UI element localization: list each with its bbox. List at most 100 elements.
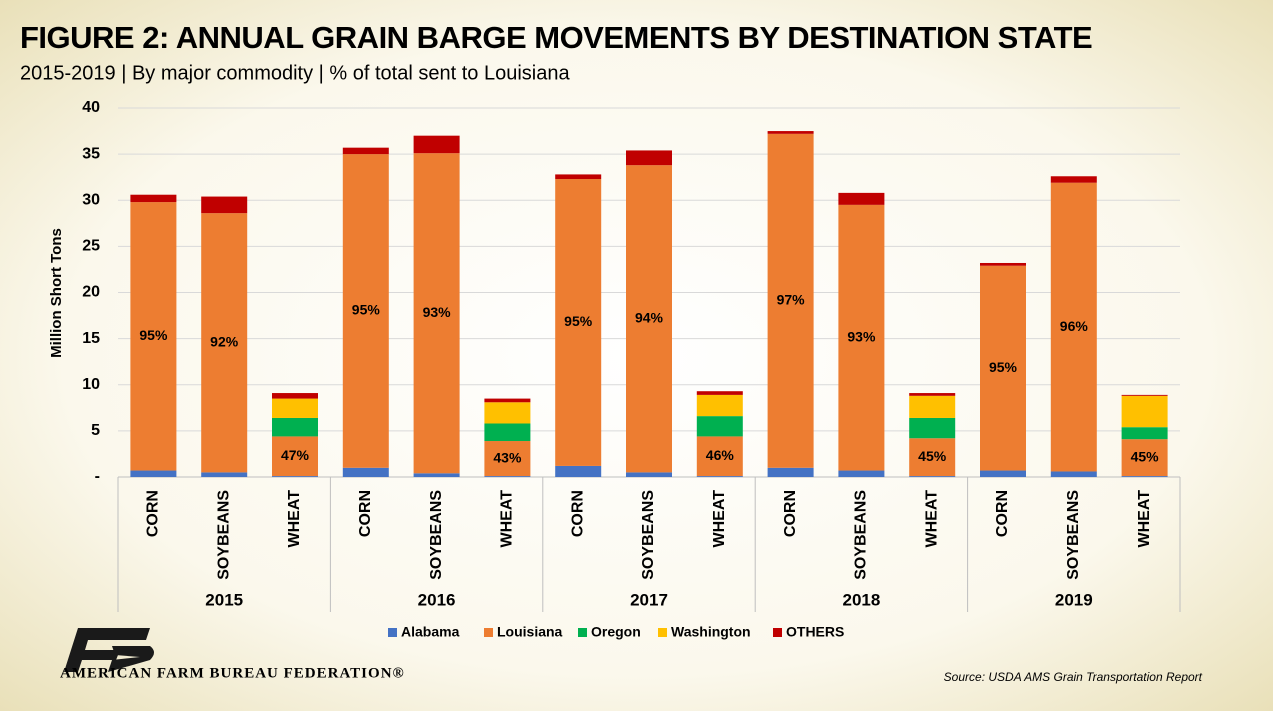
- x-tick-label: WHEAT: [711, 490, 728, 548]
- legend-swatch: [578, 628, 587, 637]
- bar-segment: [484, 402, 531, 424]
- bar-segment: [130, 194, 177, 203]
- bar-segment: [201, 213, 248, 473]
- group-label: 2019: [1055, 590, 1093, 609]
- share-label: 92%: [210, 333, 239, 349]
- y-tick-label: 40: [82, 99, 100, 116]
- legend-swatch: [658, 628, 667, 637]
- bar-segment: [1121, 395, 1168, 428]
- bar-segment: [696, 416, 743, 437]
- bar-segment: [342, 147, 389, 155]
- legend-label: OTHERS: [786, 624, 844, 640]
- bar-segment: [130, 470, 177, 477]
- bar-segment: [484, 398, 531, 403]
- share-label: 95%: [564, 313, 593, 329]
- bar-segment: [1121, 439, 1168, 477]
- share-label: 93%: [847, 328, 876, 344]
- x-tick-label: CORN: [357, 490, 374, 537]
- y-tick-label: 5: [91, 422, 100, 439]
- group-label: 2018: [842, 590, 880, 609]
- bar-segment: [413, 135, 460, 154]
- legend-swatch: [773, 628, 782, 637]
- y-tick-label: 20: [82, 284, 100, 301]
- share-label: 97%: [777, 292, 806, 308]
- legend-label: Oregon: [591, 624, 641, 640]
- x-tick-label: CORN: [782, 490, 799, 537]
- bar-segment: [413, 473, 460, 477]
- logo: AMERICAN FARM BUREAU FEDERATION®: [60, 628, 405, 681]
- x-tick-label: WHEAT: [499, 490, 516, 548]
- bar-segment: [696, 394, 743, 417]
- bar-segment: [1121, 394, 1168, 396]
- bar-segment: [838, 470, 885, 477]
- x-tick-label: CORN: [569, 490, 586, 537]
- x-tick-label: WHEAT: [286, 490, 303, 548]
- bar-segment: [626, 165, 672, 473]
- share-label: 94%: [635, 309, 664, 325]
- bar-segment: [484, 476, 531, 477]
- bar-segment: [980, 265, 1026, 471]
- share-label: 46%: [706, 447, 735, 463]
- bar-segment: [555, 174, 602, 180]
- y-tick-label: 25: [82, 238, 100, 255]
- x-tick-label: CORN: [994, 490, 1011, 537]
- bar-segment: [980, 470, 1026, 477]
- bar-segment: [484, 423, 531, 442]
- bar-segment: [272, 417, 318, 437]
- share-label: 95%: [139, 327, 168, 343]
- bar-segment: [909, 395, 956, 418]
- bar-segment: [1121, 476, 1168, 477]
- bar-segment: [767, 467, 814, 477]
- y-tick-label: 15: [82, 330, 100, 347]
- bar-segment: [272, 398, 318, 418]
- bar-segment: [272, 393, 318, 399]
- group-label: 2016: [418, 590, 456, 609]
- x-tick-label: WHEAT: [1136, 490, 1153, 548]
- y-tick-label: 30: [82, 191, 100, 208]
- x-tick-label: SOYBEANS: [853, 490, 870, 580]
- share-label: 43%: [493, 449, 522, 465]
- bar-segment: [272, 476, 318, 477]
- y-tick-label: -: [95, 468, 100, 485]
- bar-segment: [696, 476, 743, 477]
- bar-segment: [696, 436, 743, 477]
- bar-segment: [201, 472, 248, 477]
- bar-segment: [1050, 176, 1097, 183]
- bar-segment: [413, 153, 460, 474]
- x-tick-label: WHEAT: [923, 490, 940, 548]
- group-label: 2017: [630, 590, 668, 609]
- legend-label: Washington: [671, 624, 751, 640]
- bar-segment: [909, 393, 956, 396]
- bar-segment: [1050, 471, 1097, 477]
- bar-segment: [626, 150, 672, 166]
- y-tick-label: 10: [82, 376, 100, 393]
- bar-segment: [342, 154, 389, 468]
- bar-segment: [767, 133, 814, 468]
- bar-segment: [555, 465, 602, 477]
- legend-label: Alabama: [401, 624, 460, 640]
- bar-segment: [484, 441, 531, 477]
- group-label: 2015: [205, 590, 243, 609]
- bar-segment: [272, 436, 318, 477]
- bar-segment: [1050, 182, 1097, 472]
- share-label: 45%: [918, 448, 947, 464]
- share-label: 95%: [989, 359, 1018, 375]
- bar-segment: [838, 192, 885, 205]
- bar-segment: [130, 202, 177, 471]
- chart-title: FIGURE 2: ANNUAL GRAIN BARGE MOVEMENTS B…: [20, 20, 1092, 55]
- logo-text: AMERICAN FARM BUREAU FEDERATION®: [60, 665, 405, 681]
- bar-segment: [201, 196, 248, 214]
- source: Source: USDA AMS Grain Transportation Re…: [944, 670, 1203, 684]
- bar-segment: [838, 204, 885, 471]
- bar-segment: [626, 472, 672, 477]
- bar-segment: [696, 391, 743, 395]
- x-tick-label: SOYBEANS: [215, 490, 232, 580]
- share-label: 95%: [352, 302, 381, 318]
- x-tick-label: SOYBEANS: [1065, 490, 1082, 580]
- bar-segment: [555, 179, 602, 466]
- y-axis-label: Million Short Tons: [48, 228, 65, 358]
- share-label: 96%: [1060, 318, 1089, 334]
- x-tick-label: SOYBEANS: [640, 490, 657, 580]
- legend-swatch: [484, 628, 493, 637]
